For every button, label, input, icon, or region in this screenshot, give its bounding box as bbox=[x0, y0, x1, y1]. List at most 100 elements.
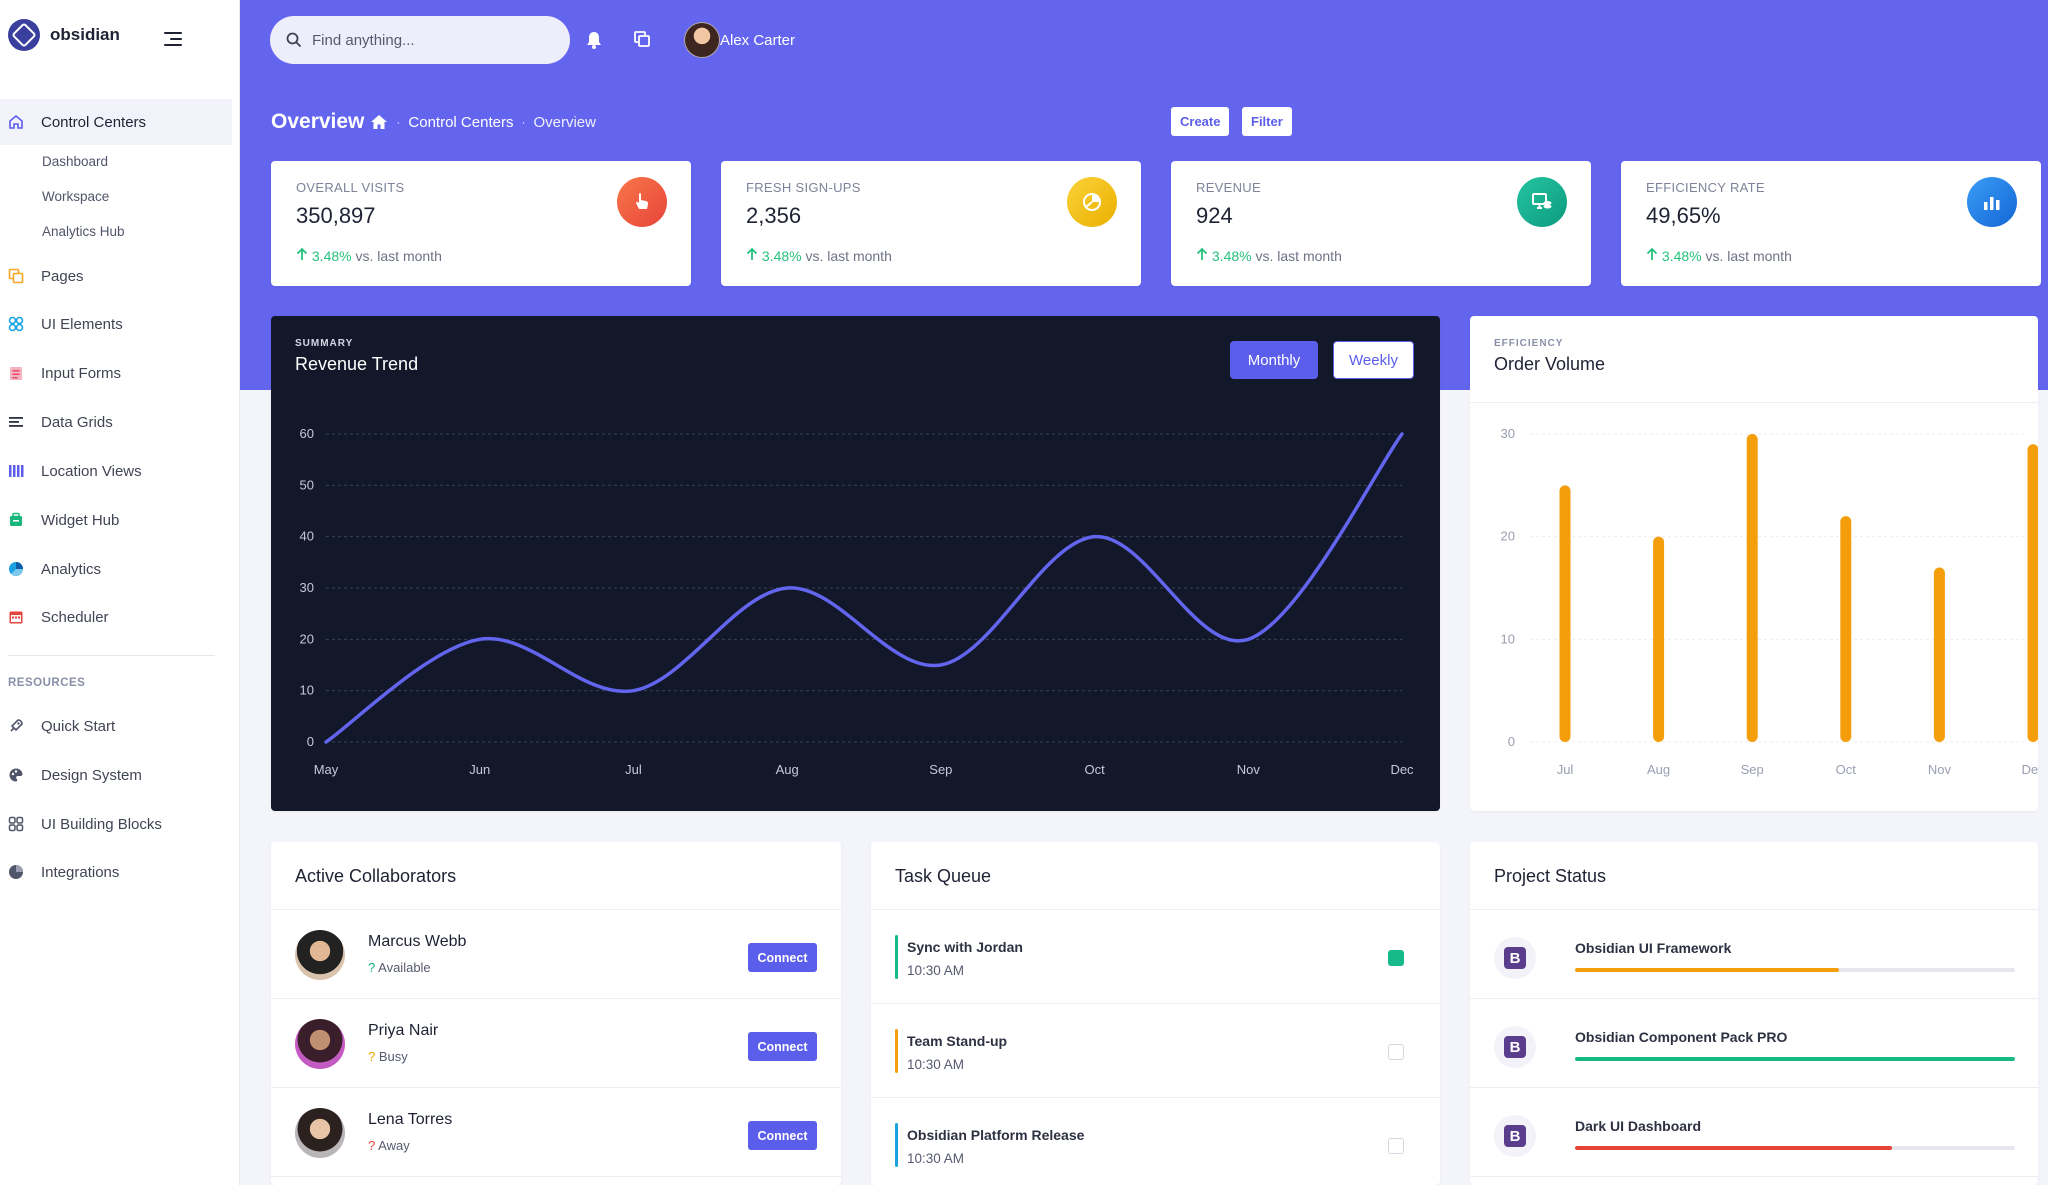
connect-button[interactable]: Connect bbox=[748, 943, 817, 972]
y-tick-label: 20 bbox=[300, 631, 314, 646]
x-tick-label: Nov bbox=[1928, 762, 1952, 777]
sidebar-subitem-dashboard[interactable]: Dashboard bbox=[42, 154, 109, 169]
sidebar-item-analytics[interactable]: Analytics bbox=[0, 546, 232, 592]
card-divider bbox=[871, 909, 1440, 910]
pie-chart-icon bbox=[1067, 177, 1117, 227]
y-tick-label: 0 bbox=[1508, 734, 1515, 749]
stat-change-suffix: vs. last month bbox=[1255, 248, 1342, 264]
task-time: 10:30 AM bbox=[907, 1151, 965, 1166]
y-tick-label: 0 bbox=[307, 734, 314, 749]
card-title: Task Queue bbox=[895, 866, 992, 886]
map-icon bbox=[8, 463, 24, 479]
stat-change-suffix: vs. last month bbox=[805, 248, 892, 264]
x-tick-label: Jun bbox=[469, 762, 490, 777]
home-icon[interactable] bbox=[370, 114, 388, 130]
sidebar-item-scheduler[interactable]: Scheduler bbox=[0, 594, 232, 640]
sidebar-item-location-views[interactable]: Location Views bbox=[0, 448, 232, 494]
breadcrumb-control-centers[interactable]: Control Centers bbox=[408, 113, 514, 131]
sidebar-item-input-forms[interactable]: Input Forms bbox=[0, 350, 232, 396]
logo[interactable]: obsidian bbox=[8, 19, 120, 51]
sidebar: obsidian Control Centers Dashboard Works… bbox=[0, 0, 240, 1185]
sidebar-item-ui-elements[interactable]: UI Elements bbox=[0, 301, 232, 347]
list-item: Priya Nair ? Busy Connect bbox=[271, 999, 841, 1088]
card-title: Order Volume bbox=[1494, 354, 1606, 374]
arrow-up-icon bbox=[746, 247, 758, 260]
widget-icon bbox=[8, 512, 24, 528]
collaborator-name: Priya Nair bbox=[368, 1022, 439, 1039]
x-tick-label: Sep bbox=[1741, 762, 1764, 777]
x-tick-label: May bbox=[314, 762, 339, 777]
status-text: Away bbox=[378, 1138, 410, 1153]
sidebar-item-design-system[interactable]: Design System bbox=[0, 752, 232, 798]
stat-value: 350,897 bbox=[296, 203, 376, 228]
sidebar-item-control-centers[interactable]: Control Centers bbox=[0, 99, 232, 145]
stat-label: REVENUE bbox=[1196, 180, 1261, 195]
revenue-trend-chart: 0 10 20 30 40 50 60 May Jun Jul Aug Sep Oct Nov Dec bbox=[300, 426, 1415, 777]
stat-change: 3.48% vs. last month bbox=[746, 247, 892, 264]
task-title: Obsidian Platform Release bbox=[907, 1127, 1085, 1143]
stat-change: 3.48% vs. last month bbox=[1196, 247, 1342, 264]
task-queue-card: Task Queue Sync with Jordan 10:30 AM Tea… bbox=[871, 842, 1440, 1185]
connect-button[interactable]: Connect bbox=[748, 1032, 817, 1061]
sidebar-item-data-grids[interactable]: Data Grids bbox=[0, 399, 232, 445]
bar bbox=[1840, 516, 1852, 742]
user-menu[interactable]: Alex Carter bbox=[684, 22, 795, 58]
sidebar-item-integrations[interactable]: Integrations bbox=[0, 849, 232, 895]
windows-icon[interactable] bbox=[633, 30, 651, 53]
stat-change: 3.48% vs. last month bbox=[296, 247, 442, 264]
search-box[interactable]: Find anything... bbox=[270, 16, 570, 64]
stat-change-value: 3.48% bbox=[1661, 248, 1702, 264]
bar-chart-icon bbox=[1967, 177, 2017, 227]
plug-icon bbox=[8, 864, 24, 880]
arrow-up-icon bbox=[1196, 247, 1208, 260]
create-button[interactable]: Create bbox=[1171, 107, 1230, 136]
calendar-icon bbox=[8, 609, 24, 625]
user-name: Alex Carter bbox=[720, 31, 796, 49]
sidebar-item-pages[interactable]: Pages bbox=[0, 253, 232, 299]
arrow-up-icon bbox=[1646, 247, 1658, 260]
connect-button[interactable]: Connect bbox=[748, 1121, 817, 1150]
sidebar-item-ui-building-blocks[interactable]: UI Building Blocks bbox=[0, 801, 232, 847]
y-tick-label: 10 bbox=[300, 683, 314, 698]
task-checkbox[interactable] bbox=[1388, 1044, 1404, 1060]
sidebar-subitem-analytics-hub[interactable]: Analytics Hub bbox=[42, 224, 125, 239]
sidebar-subitem-workspace[interactable]: Workspace bbox=[42, 189, 110, 204]
elements-icon bbox=[8, 316, 24, 332]
x-tick-label: Oct bbox=[1836, 762, 1857, 777]
hand-pointer-icon bbox=[617, 177, 667, 227]
bell-icon[interactable] bbox=[585, 30, 603, 55]
menu-toggle-icon[interactable] bbox=[164, 32, 182, 50]
card-title: Revenue Trend bbox=[295, 354, 419, 374]
task-row: Sync with Jordan 10:30 AM bbox=[871, 910, 1440, 1004]
palette-icon bbox=[8, 767, 24, 783]
progress-bar bbox=[1575, 1146, 2015, 1150]
sidebar-divider bbox=[8, 655, 215, 656]
order-volume-chart: 0 10 20 30 Jul Aug Sep Oct Nov Dec bbox=[1501, 426, 2038, 777]
monthly-toggle-button[interactable]: Monthly bbox=[1230, 341, 1318, 379]
task-checkbox[interactable] bbox=[1388, 1138, 1404, 1154]
weekly-toggle-button[interactable]: Weekly bbox=[1333, 341, 1414, 379]
avatar bbox=[684, 22, 720, 58]
stat-card-signups: FRESH SIGN-UPS 2,356 3.48% vs. last mont… bbox=[721, 161, 1141, 286]
sidebar-item-quick-start[interactable]: Quick Start bbox=[0, 703, 232, 749]
stat-card-visits: OVERALL VISITS 350,897 3.48% vs. last mo… bbox=[271, 161, 691, 286]
sidebar-item-label: Integrations bbox=[41, 863, 120, 881]
sidebar-item-label: Analytics bbox=[41, 560, 102, 578]
project-row: B Obsidian Component Pack PRO bbox=[1470, 999, 2038, 1088]
stat-value: 924 bbox=[1196, 203, 1233, 228]
pages-icon bbox=[8, 268, 24, 284]
x-tick-label: Jul bbox=[625, 762, 642, 777]
sidebar-item-widget-hub[interactable]: Widget Hub bbox=[0, 497, 232, 543]
grid-icon bbox=[8, 414, 24, 430]
x-tick-label: Aug bbox=[1647, 762, 1670, 777]
stat-change: 3.48% vs. last month bbox=[1646, 247, 1792, 264]
search-input[interactable]: Find anything... bbox=[312, 31, 415, 49]
filter-button[interactable]: Filter bbox=[1242, 107, 1292, 136]
sidebar-item-label: Control Centers bbox=[41, 113, 147, 131]
bootstrap-icon: B bbox=[1494, 1115, 1536, 1157]
bar bbox=[1559, 485, 1571, 742]
task-checkbox[interactable] bbox=[1388, 950, 1404, 966]
sidebar-item-label: Pages bbox=[41, 267, 84, 285]
card-title: Project Status bbox=[1494, 866, 1607, 886]
sidebar-item-label: Widget Hub bbox=[41, 511, 120, 529]
